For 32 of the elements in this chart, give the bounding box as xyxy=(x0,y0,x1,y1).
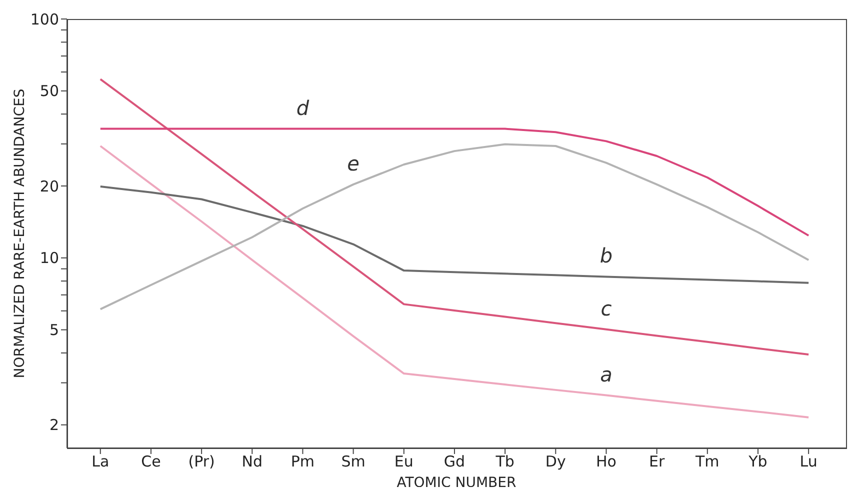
y-tick-label: 10 xyxy=(40,249,59,268)
x-tick-label: Ce xyxy=(141,452,161,471)
line-series xyxy=(99,128,810,237)
x-tick-label: Eu xyxy=(394,452,414,471)
line-series xyxy=(99,145,810,418)
x-tick-label: Er xyxy=(648,452,666,471)
series-label: d xyxy=(296,96,310,120)
series-label: b xyxy=(600,244,613,268)
x-axis-title: ATOMIC NUMBER xyxy=(396,475,516,491)
x-tick-label: Tb xyxy=(494,452,514,471)
x-tick-label: Gd xyxy=(444,452,466,471)
x-tick-label: Pm xyxy=(290,452,315,471)
y-tick-label: 100 xyxy=(30,10,59,28)
x-tick-label: Nd xyxy=(242,452,263,471)
series-label: a xyxy=(600,362,612,386)
line-series xyxy=(99,185,810,284)
x-tick-label: Lu xyxy=(800,452,818,471)
x-tick-label: Dy xyxy=(545,452,566,471)
series-label: c xyxy=(600,296,612,320)
y-tick-label: 2 xyxy=(49,416,59,434)
series-label: e xyxy=(347,151,360,176)
line-series xyxy=(99,78,810,356)
x-tick-label: Tm xyxy=(694,452,720,471)
y-axis-title: NORMALIZED RARE-EARTH ABUNDANCES xyxy=(12,88,28,378)
y-tick-label: 20 xyxy=(40,177,59,196)
x-tick-label: (Pr) xyxy=(188,452,215,471)
x-tick-label: La xyxy=(92,452,110,471)
y-tick-label: 50 xyxy=(40,82,59,100)
x-tick-label: Ho xyxy=(596,452,616,471)
y-tick-label: 5 xyxy=(49,321,59,340)
x-tick-label: Sm xyxy=(341,452,366,471)
x-tick-label: Yb xyxy=(748,452,768,471)
